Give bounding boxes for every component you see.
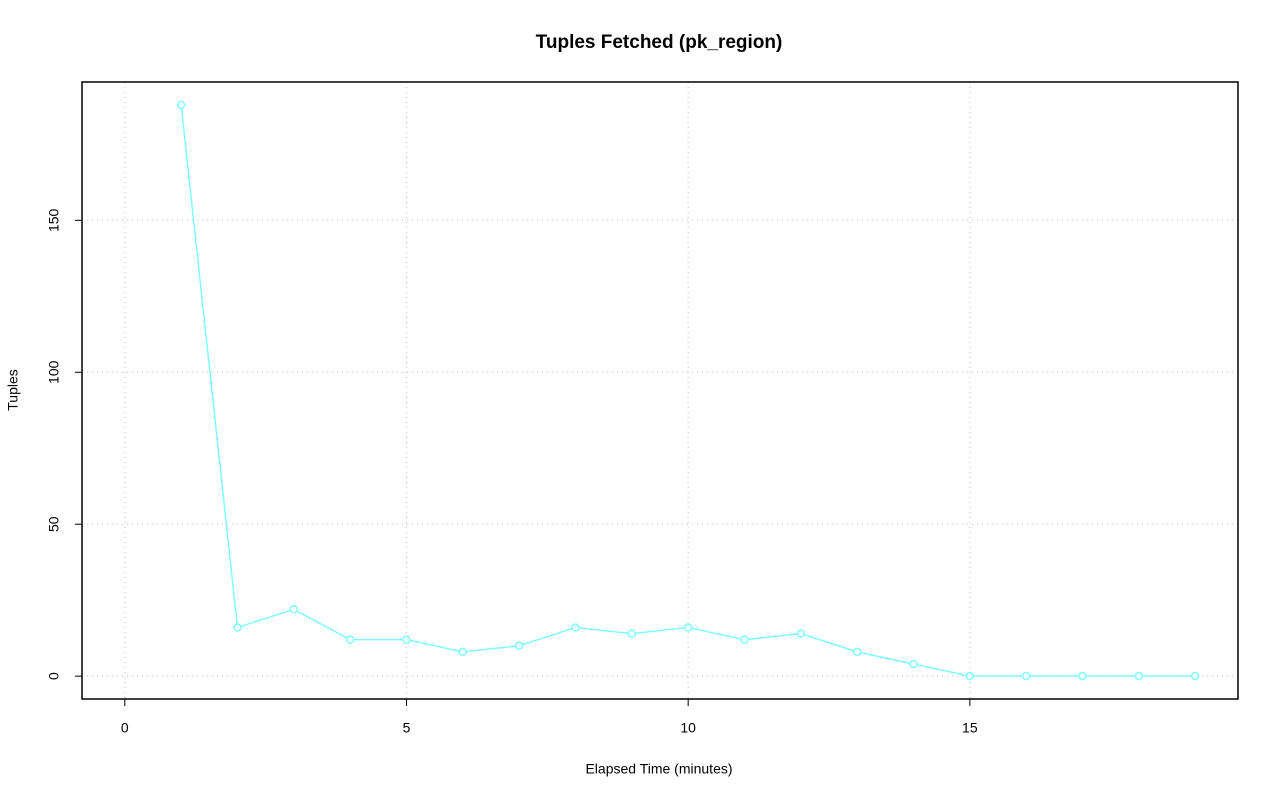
- point: [683, 623, 693, 632]
- point: [289, 605, 299, 614]
- y-tick-label: 50: [46, 516, 62, 532]
- point: [740, 635, 749, 644]
- point: [571, 623, 580, 632]
- point: [909, 659, 918, 669]
- point: [233, 623, 242, 632]
- x-tick-label: 15: [962, 720, 978, 736]
- y-tick-label: 0: [46, 672, 62, 680]
- point: [514, 641, 524, 651]
- point: [176, 100, 186, 110]
- y-tick-label: 100: [46, 360, 62, 384]
- point: [402, 635, 411, 644]
- point: [345, 635, 355, 644]
- x-tick-label: 0: [121, 720, 129, 736]
- line: [180, 104, 1196, 677]
- x-tick-label: 5: [403, 720, 411, 736]
- plot-frame: [81, 81, 1239, 700]
- point: [458, 647, 468, 657]
- point: [1134, 671, 1144, 681]
- x-tick-label: 10: [680, 720, 696, 736]
- y-tick-label: 150: [46, 208, 62, 232]
- point: [1078, 671, 1087, 681]
- y-axis-label: Tuples: [5, 369, 21, 411]
- point: [965, 671, 975, 681]
- point: [852, 647, 862, 657]
- point: [627, 629, 637, 638]
- x-axis-label: Elapsed Time (minutes): [585, 761, 732, 777]
- chart-title: Tuples Fetched (pk_region): [536, 32, 783, 53]
- point: [796, 629, 806, 638]
- point: [1021, 671, 1031, 681]
- point: [1190, 671, 1200, 681]
